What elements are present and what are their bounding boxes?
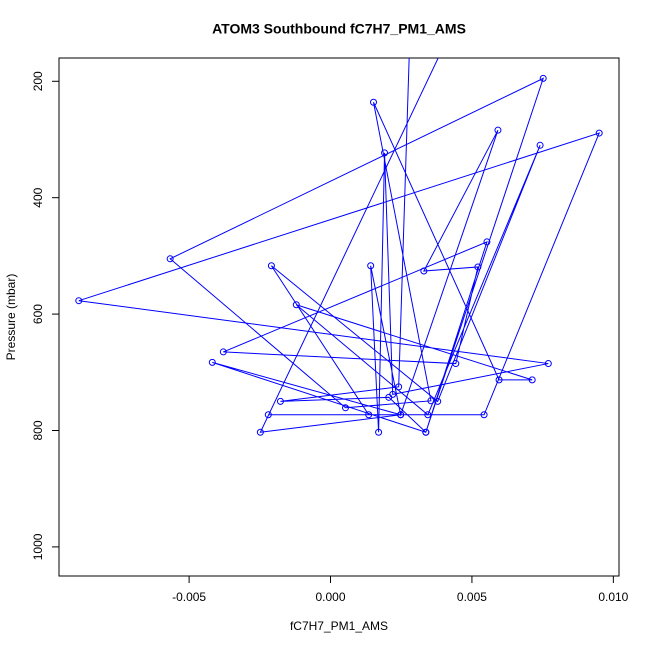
point [256,428,264,436]
point [264,411,272,419]
point [422,428,430,436]
point [276,397,284,405]
point [434,397,442,405]
point [528,376,536,384]
point [536,141,544,149]
point [375,428,383,436]
point [544,360,552,368]
point [381,149,389,157]
point [395,383,403,391]
point [427,397,435,405]
y-axis-label: Pressure (mbar) [4,274,18,361]
y-tick-label: 200 [31,71,45,91]
point [166,255,174,263]
point [219,348,227,356]
point [494,126,502,134]
point [483,238,491,246]
point [420,267,428,275]
x-tick-label: -0.005 [172,590,206,604]
point [539,74,547,82]
point [267,262,275,270]
y-tick-label: 1000 [31,533,45,560]
y-tick-label: 400 [31,187,45,207]
x-tick-label: 0.005 [457,590,487,604]
point [397,411,405,419]
point [292,301,300,309]
point [367,262,375,270]
y-tick-label: 600 [31,304,45,324]
point [365,411,373,419]
plot-area [75,38,603,436]
plot-frame [58,57,620,577]
point [208,358,216,366]
x-tick-label: 0.010 [598,590,628,604]
point [474,263,482,271]
point [370,98,378,106]
y-tick-label: 800 [31,420,45,440]
point [443,38,449,44]
point [595,129,603,137]
point [495,376,503,384]
x-axis-label: fC7H7_PM1_AMS [290,619,388,633]
chart-title: ATOM3 Southbound fC7H7_PM1_AMS [212,21,466,37]
point [452,360,460,368]
point [75,297,83,305]
point [407,38,413,44]
point [480,411,488,419]
point [342,404,350,412]
x-tick-label: 0.000 [315,590,345,604]
point [389,390,397,398]
point [424,411,432,419]
series-line [78,58,601,434]
